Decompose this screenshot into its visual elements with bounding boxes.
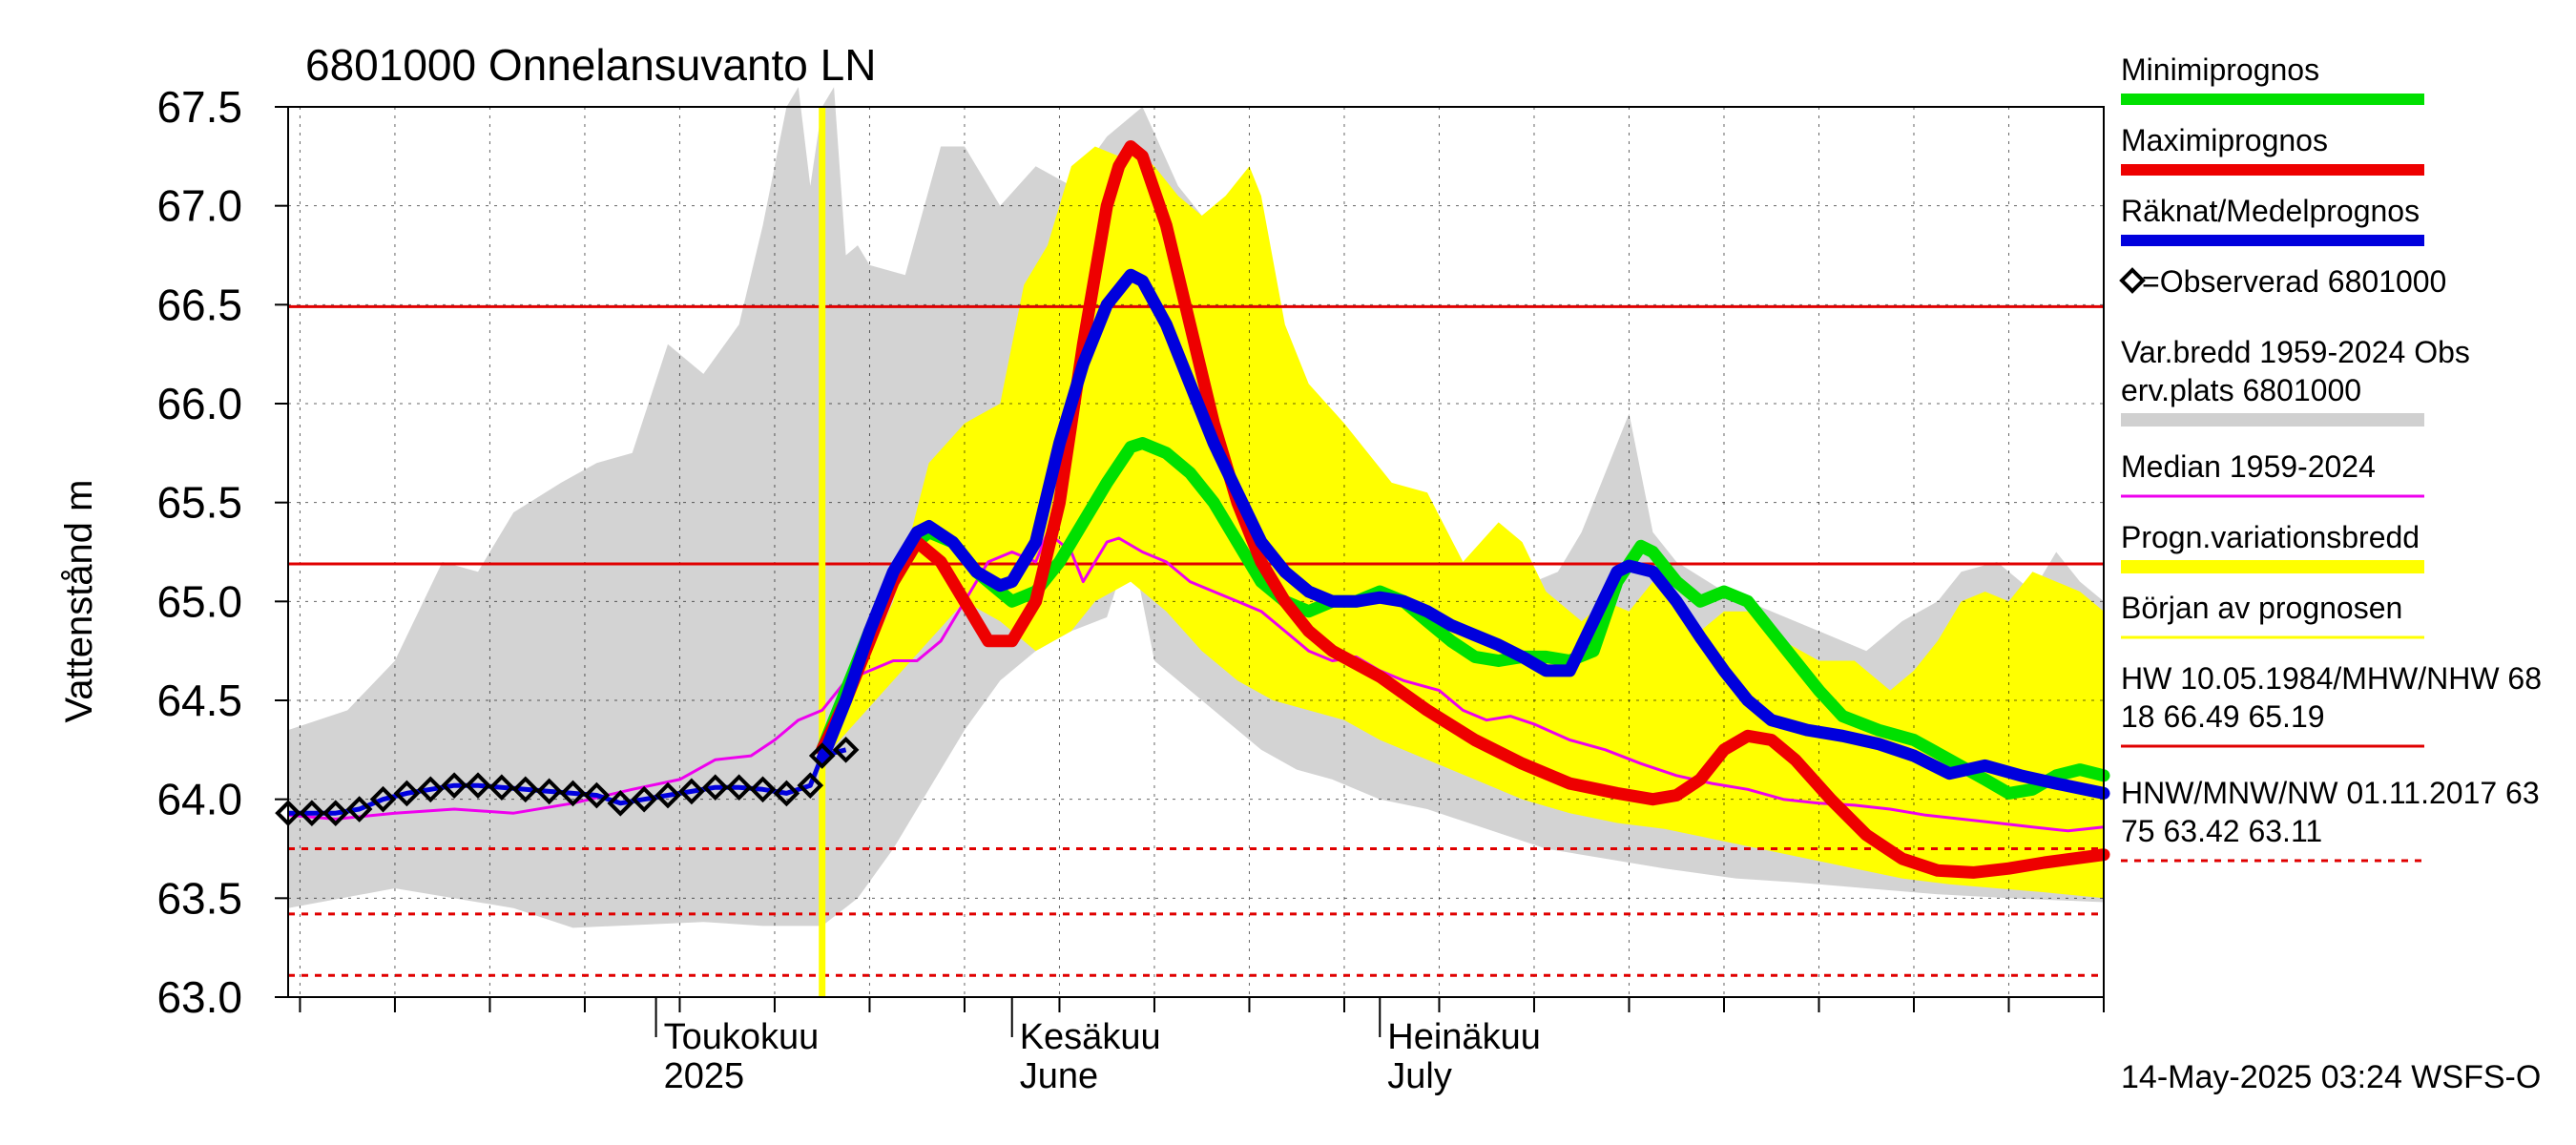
observed-point: [322, 800, 349, 827]
legend-label: Progn.variationsbredd: [2121, 520, 2420, 554]
plot-area: 63.0 63.5 64.0 64.5 65.0 65.5 66.0 66.5 67.0 67.5…: [156, 82, 2110, 1096]
month-sublabel: June: [1020, 1056, 1098, 1096]
y-tick-label: 63.0: [156, 972, 242, 1022]
month-label: Kesäkuu: [1020, 1017, 1161, 1057]
legend-label: HNW/MNW/NW 01.11.2017 63: [2121, 776, 2540, 810]
observed-point: [488, 774, 515, 802]
legend: Minimiprognos Maximiprognos Räknat/Medelpr…: [2119, 52, 2542, 863]
observed-point: [559, 780, 587, 807]
observed-point: [773, 780, 800, 807]
y-tick-label: 65.5: [156, 478, 242, 528]
observed-point: [808, 742, 836, 769]
footer-timestamp: 14-May-2025 03:24 WSFS-O: [2121, 1059, 2541, 1095]
y-tick-label: 67.5: [156, 82, 242, 132]
observed-point: [832, 737, 860, 763]
prognosis-variation-band: [821, 146, 2105, 899]
legend-label: Maximiprognos: [2121, 123, 2328, 157]
y-tick-label: 64.0: [156, 775, 242, 824]
legend-label: HW 10.05.1984/MHW/NHW 68: [2121, 661, 2542, 696]
y-axis-label: Vattenstånd m: [58, 480, 100, 723]
legend-label: 75 63.42 63.11: [2121, 814, 2322, 848]
observed-point: [345, 796, 373, 822]
y-tick-label: 67.0: [156, 181, 242, 231]
mean-prognosis-line: [816, 268, 2110, 800]
observed-point: [678, 778, 705, 805]
observed-point: [511, 776, 539, 803]
max-prognosis-line: [816, 140, 2110, 879]
y-tick-label: 65.0: [156, 576, 242, 626]
observed-point: [441, 772, 467, 799]
legend-label: Var.bredd 1959-2024 Obs: [2121, 335, 2470, 369]
median-line: [287, 531, 2105, 833]
month-sublabel: 2025: [664, 1056, 745, 1096]
y-tick-label: 66.5: [156, 280, 242, 329]
observed-point: [417, 776, 445, 803]
observed-line: [288, 747, 847, 816]
month-sublabel: July: [1387, 1056, 1452, 1096]
legend-label: Median 1959-2024: [2121, 449, 2376, 484]
observed-point: [607, 789, 634, 817]
observed-point: [749, 776, 777, 803]
observed-point: [369, 785, 397, 813]
observed-point: [725, 774, 753, 802]
legend-label: =Observerad 6801000: [2142, 264, 2446, 299]
min-prognosis-line: [816, 437, 2110, 800]
observed-point: [583, 781, 611, 809]
observed-point: [393, 780, 421, 807]
observed-point: [299, 800, 325, 827]
observed-point: [701, 774, 729, 802]
observed-point: [654, 781, 681, 809]
y-tick-label: 66.0: [156, 379, 242, 428]
observed-point: [465, 772, 491, 799]
month-label: Toukokuu: [664, 1017, 820, 1057]
y-tick-label: 63.5: [156, 873, 242, 923]
plot-frame: [287, 106, 2105, 998]
observed-point: [631, 785, 657, 813]
legend-label: Räknat/Medelprognos: [2121, 194, 2420, 228]
observed-point: [535, 778, 563, 805]
chart-title: 6801000 Onnelansuvanto LN: [305, 40, 876, 90]
legend-label: erv.plats 6801000: [2121, 373, 2361, 407]
month-label: Heinäkuu: [1387, 1017, 1541, 1057]
observed-point: [797, 772, 824, 799]
y-tick-label: 64.5: [156, 676, 242, 725]
legend-label: 18 66.49 65.19: [2121, 699, 2325, 734]
legend-marker: [2119, 267, 2146, 294]
legend-label: Början av prognosen: [2121, 591, 2402, 625]
legend-label: Minimiprognos: [2121, 52, 2319, 87]
